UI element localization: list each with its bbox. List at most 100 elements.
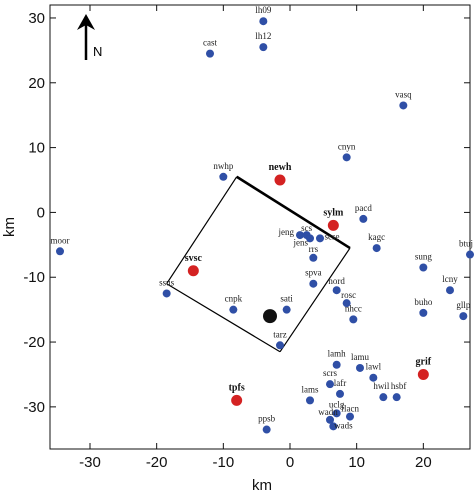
station-label: scrs <box>323 368 337 378</box>
station-tpfs: tpfs <box>229 382 245 406</box>
station-label: buho <box>414 297 433 307</box>
station-label: sung <box>415 252 433 262</box>
station-marker <box>276 341 284 350</box>
station-marker <box>259 17 268 26</box>
station-svsc: svsc <box>185 253 203 277</box>
station-marker <box>332 409 341 418</box>
station-marker <box>392 393 401 402</box>
station-rrs: rrs <box>309 244 319 262</box>
station-sati: sati <box>280 294 293 314</box>
station-marker <box>417 368 429 380</box>
station-label: spva <box>305 268 322 278</box>
station-marker <box>459 312 468 321</box>
station-label: moor <box>51 235 70 245</box>
station-label: scse <box>325 231 340 241</box>
station-marker <box>329 422 338 431</box>
station-label: ppsb <box>258 414 276 424</box>
station-label: uclg <box>329 399 345 409</box>
station-nwhp: nwhp <box>213 161 234 181</box>
station-label: newh <box>269 162 292 173</box>
station-label: lams <box>302 384 319 394</box>
station-label: wadn <box>318 407 338 417</box>
station-marker <box>326 415 334 424</box>
x-tick-label: -10 <box>212 454 234 471</box>
epicenter-marker <box>263 309 277 324</box>
station-label: jens <box>293 237 309 247</box>
station-marker <box>346 412 354 421</box>
station-label: tpfs <box>229 382 245 393</box>
station-label: kagc <box>368 232 385 242</box>
station-marker <box>309 279 318 288</box>
station-label: sylm <box>323 207 344 218</box>
station-label: wads <box>334 420 353 430</box>
station-marker <box>262 425 271 434</box>
station-moor: moor <box>51 235 70 256</box>
station-marker <box>231 394 243 406</box>
station-marker <box>356 363 364 372</box>
station-label: cnpk <box>225 294 243 304</box>
station-cnpk: cnpk <box>225 294 243 314</box>
station-tarz: tarz <box>273 329 287 350</box>
station-label: gllp <box>456 300 471 310</box>
station-nhcc: nhcc <box>345 303 362 324</box>
station-vasq: vasq <box>395 89 412 110</box>
y-tick-label: 30 <box>28 10 45 27</box>
fault-edge <box>166 176 238 285</box>
station-label: btuj <box>459 239 473 249</box>
station-marker <box>274 174 286 186</box>
station-marker <box>349 315 358 324</box>
station-rosc: rosc <box>341 290 356 308</box>
station-marker <box>379 393 388 402</box>
station-label: rrs <box>309 244 319 254</box>
station-marker <box>56 247 64 256</box>
station-marker <box>326 380 334 389</box>
station-marker <box>332 360 341 369</box>
station-marker <box>446 286 454 295</box>
station-label: sati <box>280 294 293 304</box>
station-label: vasq <box>395 89 412 99</box>
station-gllp: gllp <box>456 300 471 321</box>
station-label: flacn <box>341 404 359 414</box>
station-label: nwhp <box>213 161 233 171</box>
station-label: svsc <box>185 253 203 264</box>
x-tick-label: 0 <box>286 454 294 471</box>
north-arrow: N <box>77 14 102 60</box>
station-label: lawl <box>366 362 382 372</box>
station-label: nord <box>328 276 345 286</box>
station-marker <box>282 305 291 314</box>
x-tick-label: -30 <box>79 454 101 471</box>
station-label: cast <box>203 38 217 48</box>
station-ppsb: ppsb <box>258 414 276 434</box>
axis-ticks: -30 -20 -10 0 10 20 30 20 10 0 -10 -20 -30 <box>23 5 470 471</box>
station-label: rosc <box>341 290 356 300</box>
station-marker <box>332 286 341 295</box>
station-lh09: lh09 <box>255 5 272 26</box>
station-lafr: lafr <box>334 378 346 398</box>
station-flacn: flacn <box>341 404 359 421</box>
y-tick-label: -20 <box>23 334 45 351</box>
station-spva: spva <box>305 268 322 288</box>
station-label: cnyn <box>338 141 356 151</box>
y-tick-label: -30 <box>23 399 45 416</box>
station-marker <box>369 373 378 382</box>
station-label: grif <box>416 356 432 367</box>
station-marker <box>419 308 428 317</box>
station-marker <box>399 101 408 110</box>
y-axis-label: km <box>1 217 18 237</box>
station-marker <box>466 250 474 259</box>
x-tick-label: 10 <box>348 454 365 471</box>
station-marker <box>316 234 324 243</box>
station-grif: grif <box>416 356 432 380</box>
y-tick-label: 10 <box>28 140 45 157</box>
y-tick-label: 20 <box>28 75 45 92</box>
fault-edge <box>279 247 351 353</box>
station-label: tarz <box>273 329 287 339</box>
x-tick-label: 20 <box>415 454 432 471</box>
station-marker <box>359 214 368 223</box>
station-lams: lams <box>302 384 319 405</box>
station-label: nhcc <box>345 303 362 313</box>
station-newh: newh <box>269 162 292 186</box>
station-marker <box>296 231 304 240</box>
station-label: ssus <box>159 277 175 287</box>
